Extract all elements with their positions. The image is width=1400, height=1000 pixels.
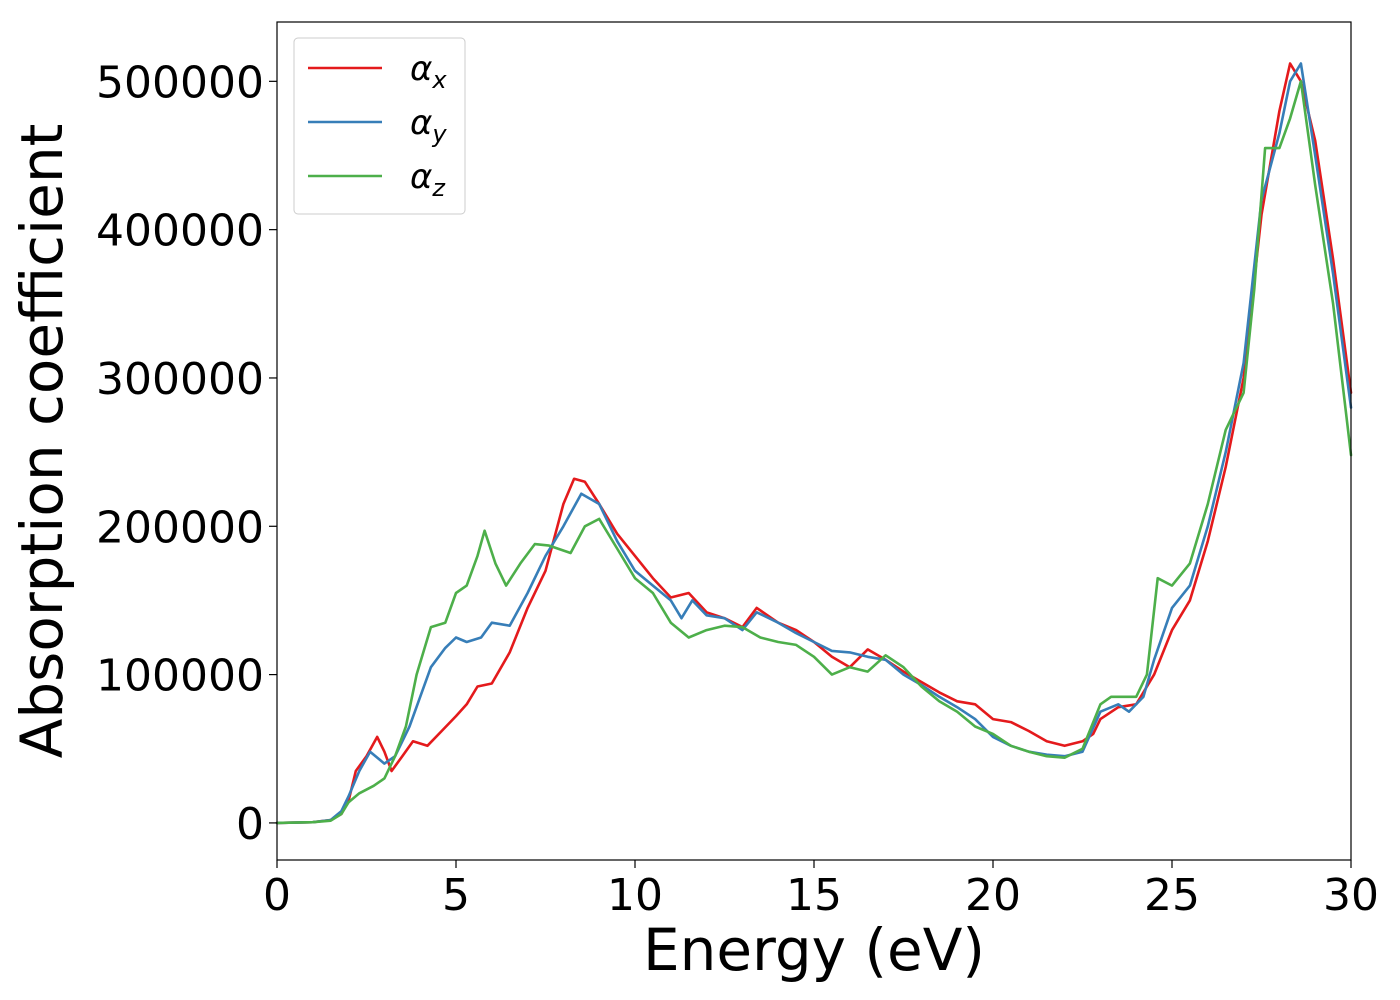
series-line-z xyxy=(275,80,1353,825)
y-axis-title: Absorption coefficient xyxy=(8,124,76,759)
y-axis: 0 100000 200000 300000 400000 500000 xyxy=(96,57,277,850)
x-tick-label: 25 xyxy=(1144,870,1200,921)
x-tick-label: 20 xyxy=(965,870,1021,921)
legend-label-y: αy xyxy=(410,103,447,148)
y-tick-label: 500000 xyxy=(96,57,264,108)
x-tick-label: 5 xyxy=(442,870,470,921)
y-tick-label: 0 xyxy=(236,799,264,850)
x-axis: 0 5 10 15 20 25 30 xyxy=(263,860,1379,921)
legend-label-z: αz xyxy=(410,157,446,202)
x-axis-title: Energy (eV) xyxy=(643,916,985,984)
x-tick-label: 10 xyxy=(607,870,663,921)
legend-label-x: αx xyxy=(410,49,447,94)
legend-box xyxy=(293,37,466,215)
x-tick-label: 0 xyxy=(263,870,291,921)
y-tick-label: 400000 xyxy=(96,206,264,257)
y-tick-label: 100000 xyxy=(96,651,264,702)
x-tick-label: 30 xyxy=(1323,870,1379,921)
x-tick-label: 15 xyxy=(786,870,842,921)
series-line-y xyxy=(275,62,1353,825)
y-tick-label: 300000 xyxy=(96,354,264,405)
y-tick-label: 200000 xyxy=(96,502,264,553)
legend: αx αy αz xyxy=(293,37,466,215)
plot-lines xyxy=(275,62,1353,825)
